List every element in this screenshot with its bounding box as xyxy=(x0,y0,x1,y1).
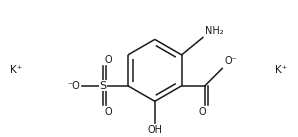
Text: O: O xyxy=(198,107,206,117)
Text: S: S xyxy=(99,81,106,91)
Text: OH: OH xyxy=(147,125,162,135)
Text: K⁺: K⁺ xyxy=(275,65,288,75)
Text: O: O xyxy=(105,107,112,117)
Text: O: O xyxy=(105,55,112,65)
Text: ⁻O: ⁻O xyxy=(67,81,80,91)
Text: O⁻: O⁻ xyxy=(224,56,237,66)
Text: NH₂: NH₂ xyxy=(205,25,224,35)
Text: K⁺: K⁺ xyxy=(10,65,23,75)
